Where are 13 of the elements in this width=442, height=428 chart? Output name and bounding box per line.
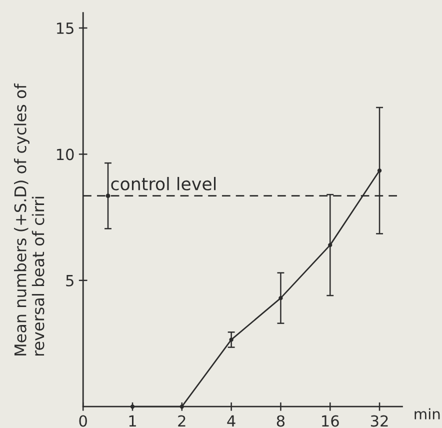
x-axis-title: min — [414, 408, 440, 420]
ref-line-label: control level — [111, 176, 216, 190]
y-tick-label: 15 — [57, 22, 74, 34]
x-tick-label: 0 — [79, 415, 87, 427]
y-tick-label: 10 — [57, 148, 74, 160]
x-tick-label: 8 — [276, 415, 285, 427]
x-tick-label: 1 — [129, 415, 136, 427]
x-tick-label: 2 — [178, 415, 186, 427]
y-axis-title: Mean numbers (+S.D) of cycles of reversal beat of cirri — [14, 83, 44, 356]
x-tick-label: 32 — [370, 415, 388, 427]
x-tick-label: 4 — [227, 415, 236, 427]
x-tick-label: 16 — [322, 415, 339, 427]
y-tick-label: 5 — [66, 275, 74, 286]
